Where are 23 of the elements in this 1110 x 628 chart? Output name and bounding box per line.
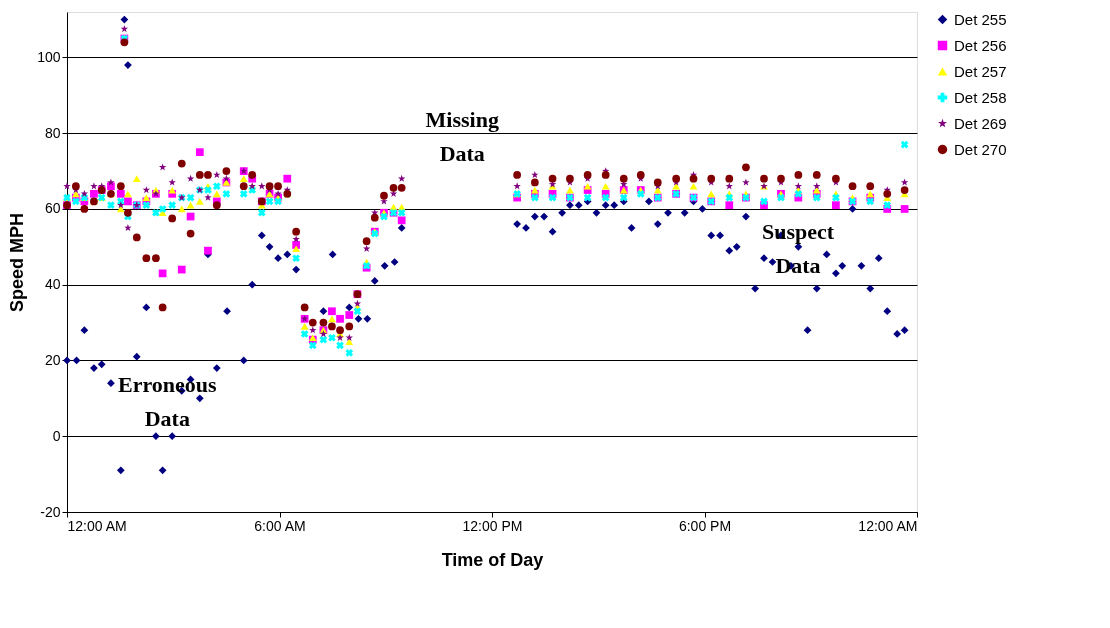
y-tick-label: -20 xyxy=(40,503,61,520)
x-tick-label: 12:00 AM xyxy=(858,517,918,534)
y-tick-label: 60 xyxy=(44,200,61,217)
annotation: Erroneous Data xyxy=(118,371,218,431)
legend-label: Det 256 xyxy=(954,36,1007,54)
x-tick-label: 6:00 PM xyxy=(678,517,732,534)
legend-label: Det 255 xyxy=(954,10,1007,28)
legend-label: Det 257 xyxy=(954,62,1007,80)
x-tick-label: 12:00 PM xyxy=(462,517,523,534)
y-tick-label: 80 xyxy=(44,124,61,141)
annotation: Suspect Data xyxy=(761,219,835,278)
legend-label: Det 270 xyxy=(954,140,1007,158)
x-tick-label: 12:00 AM xyxy=(67,517,127,534)
y-axis-title: Speed MPH xyxy=(7,212,28,313)
legend-label: Det 269 xyxy=(954,114,1007,132)
y-tick-label: 20 xyxy=(44,351,61,368)
annotation: Missing Data xyxy=(425,106,499,166)
legend-label: Det 258 xyxy=(954,88,1007,106)
x-axis-title: Time of Day xyxy=(441,549,544,570)
x-tick-label: 6:00 AM xyxy=(254,517,306,534)
y-tick-label: 40 xyxy=(44,276,61,293)
y-tick-label: 100 xyxy=(37,48,61,65)
y-tick-label: 0 xyxy=(52,427,61,444)
